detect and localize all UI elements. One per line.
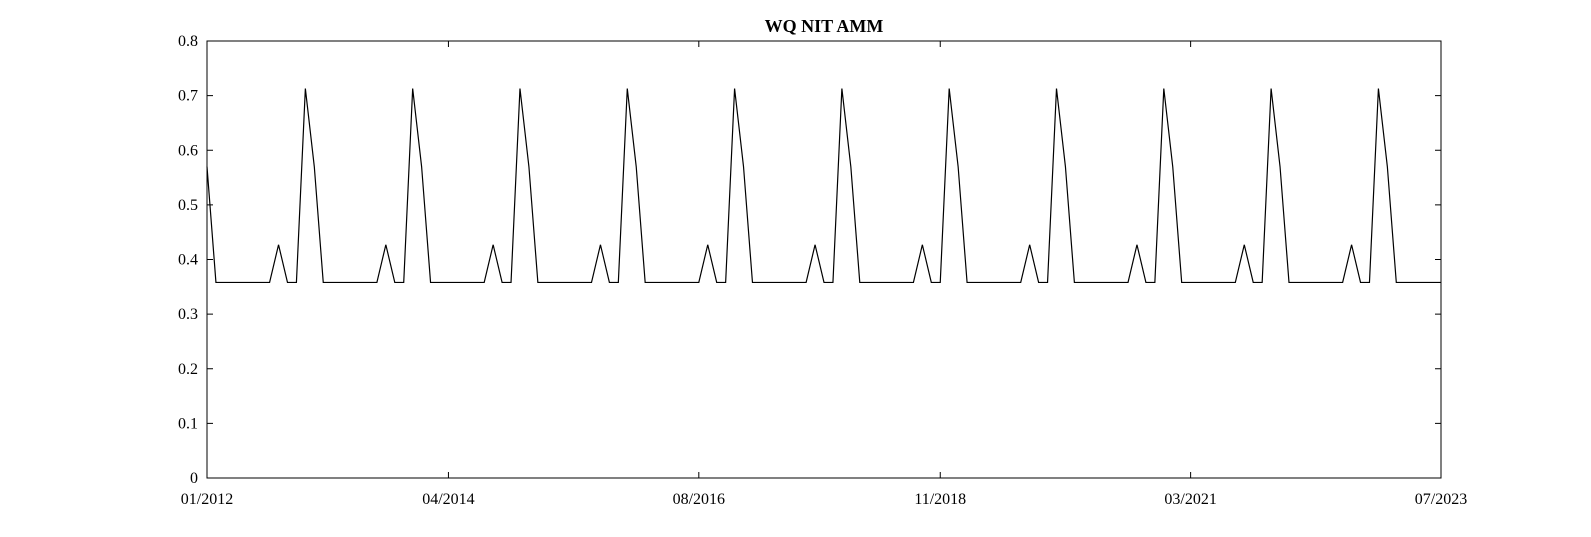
y-tick-label: 0.8 — [178, 33, 198, 50]
x-tick-label: 08/2016 — [673, 491, 725, 508]
y-tick-label: 0.4 — [178, 252, 198, 269]
y-tick-label: 0.3 — [178, 306, 198, 323]
x-tick-label: 03/2021 — [1164, 491, 1216, 508]
y-tick-label: 0 — [190, 470, 198, 487]
y-tick-label: 0.6 — [178, 142, 198, 159]
y-tick-label: 0.5 — [178, 197, 198, 214]
y-tick-label: 0.1 — [178, 415, 198, 432]
x-tick-label: 07/2023 — [1415, 491, 1467, 508]
y-tick-label: 0.2 — [178, 361, 198, 378]
x-tick-label: 11/2018 — [914, 491, 966, 508]
x-tick-label: 01/2012 — [181, 491, 233, 508]
plot-area-frame — [207, 41, 1441, 478]
series-layer — [207, 89, 1441, 283]
y-tick-label: 0.7 — [178, 88, 198, 105]
series-line-0 — [207, 89, 1441, 283]
x-tick-label: 04/2014 — [422, 491, 474, 508]
y-axis: 0 0.1 0.2 0.3 0.4 0.5 0.6 0.7 0.8 — [178, 33, 1441, 487]
chart-title: WQ NIT AMM — [765, 16, 884, 36]
